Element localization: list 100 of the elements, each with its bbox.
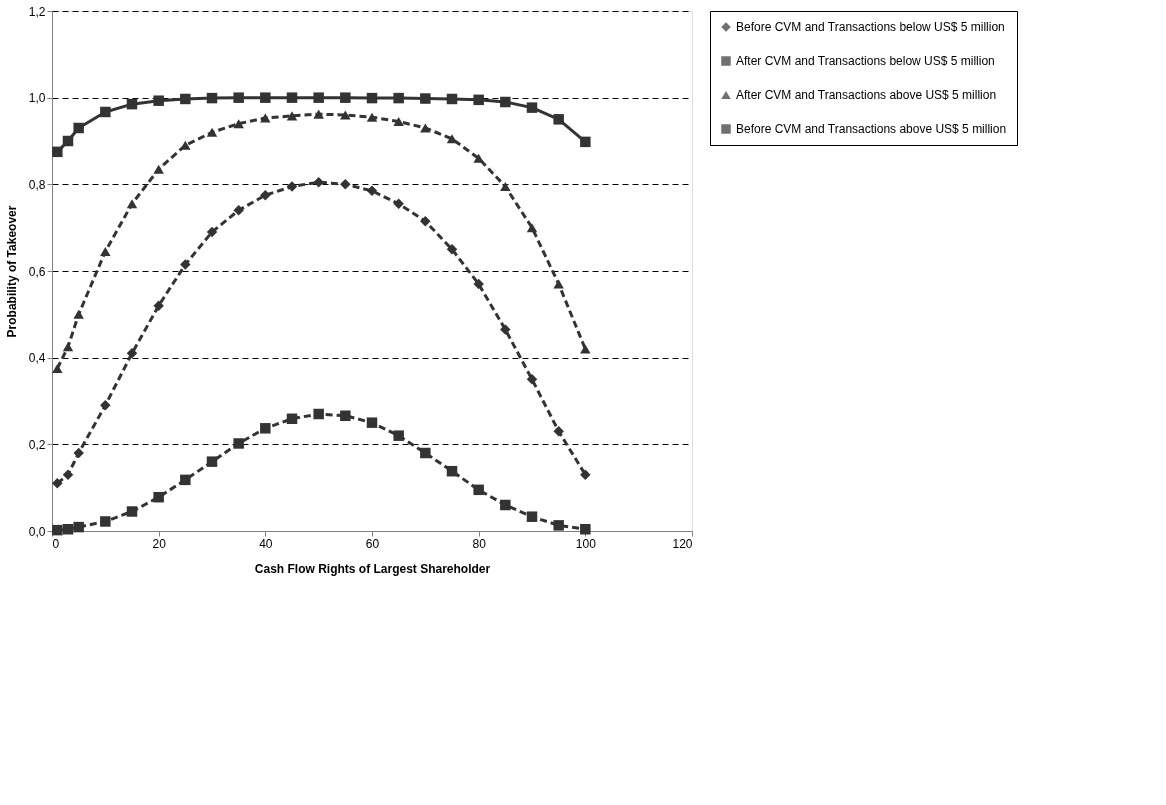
point [62, 135, 74, 147]
point [100, 246, 111, 257]
point [473, 484, 484, 496]
point [580, 344, 591, 354]
point [340, 92, 351, 103]
point [420, 93, 431, 104]
point [260, 113, 271, 123]
point [260, 92, 271, 103]
point [126, 199, 138, 209]
x-tick-label: 100 [575, 536, 597, 551]
point [286, 92, 298, 103]
point [180, 259, 191, 270]
point [206, 456, 218, 467]
point [420, 123, 431, 133]
y-tick-label: 0,4 [28, 351, 46, 366]
point [366, 112, 378, 122]
point [206, 92, 218, 104]
point [420, 215, 431, 227]
x-tick-label: 40 [259, 536, 273, 551]
point [366, 185, 378, 197]
point [446, 93, 458, 105]
y-tick-label: 0,6 [28, 264, 46, 279]
point [526, 102, 538, 113]
point [233, 205, 244, 216]
legend-label: After CVM and Transactions above US$ 5 million [736, 88, 997, 102]
point [553, 426, 564, 437]
x-tick-label: 120 [672, 536, 693, 551]
point [340, 410, 351, 421]
point [73, 309, 84, 319]
y-tick-label: 0,0 [28, 524, 46, 539]
point [313, 109, 324, 119]
legend-label: Before CVM and Transactions below US$ 5 million [736, 20, 1005, 34]
point [420, 447, 431, 459]
point [526, 511, 538, 522]
point [126, 506, 138, 517]
legend-label: After CVM and Transactions below US$ 5 million [736, 54, 995, 68]
point [153, 95, 164, 106]
point [553, 520, 564, 531]
point [393, 198, 404, 210]
point [286, 111, 298, 121]
point [52, 363, 63, 374]
y-tick-label: 1,0 [28, 91, 46, 106]
point [153, 164, 164, 174]
y-tick-label: 1,2 [28, 4, 46, 19]
point [393, 92, 404, 104]
point [393, 116, 404, 127]
point [500, 96, 511, 108]
y-tick-label: 0,8 [28, 177, 46, 192]
point [260, 423, 271, 434]
point [73, 521, 84, 533]
point [52, 478, 63, 489]
point [286, 413, 298, 425]
point [62, 469, 74, 480]
point [126, 348, 138, 359]
point [313, 92, 324, 103]
point [153, 300, 164, 311]
point [526, 374, 538, 385]
point [473, 94, 484, 106]
point [446, 465, 458, 477]
point [553, 279, 564, 289]
x-tick-label: 60 [365, 536, 380, 551]
point [580, 469, 591, 480]
point [366, 417, 378, 428]
y-tick-label: 0,2 [28, 437, 46, 452]
point [233, 119, 244, 129]
point [233, 92, 244, 103]
point [340, 179, 351, 190]
point [180, 140, 191, 150]
point [153, 491, 164, 503]
point [473, 153, 484, 163]
point [260, 189, 271, 201]
point [366, 92, 378, 104]
point [553, 114, 564, 125]
point [73, 122, 84, 134]
point [313, 408, 324, 420]
point [526, 223, 538, 233]
point [100, 516, 111, 527]
point [500, 181, 511, 192]
point [233, 438, 244, 449]
point [393, 430, 404, 441]
point [100, 400, 111, 411]
point [206, 226, 218, 238]
point [62, 524, 74, 535]
point [500, 324, 511, 335]
x-axis-title: Cash Flow Rights of Largest Shareholder [254, 561, 491, 576]
point [100, 106, 111, 118]
point [62, 342, 74, 352]
point [180, 474, 191, 486]
x-tick-label: 80 [472, 536, 487, 551]
point [580, 136, 591, 148]
point [126, 98, 138, 110]
legend-label: Before CVM and Transactions above US$ 5 million [736, 122, 1007, 136]
point [73, 447, 84, 459]
point [286, 181, 298, 192]
point [473, 278, 484, 290]
point [340, 110, 351, 120]
point [313, 176, 324, 188]
y-axis-title: Probability of Takeover [4, 205, 19, 338]
point [580, 524, 591, 535]
point [446, 244, 458, 255]
